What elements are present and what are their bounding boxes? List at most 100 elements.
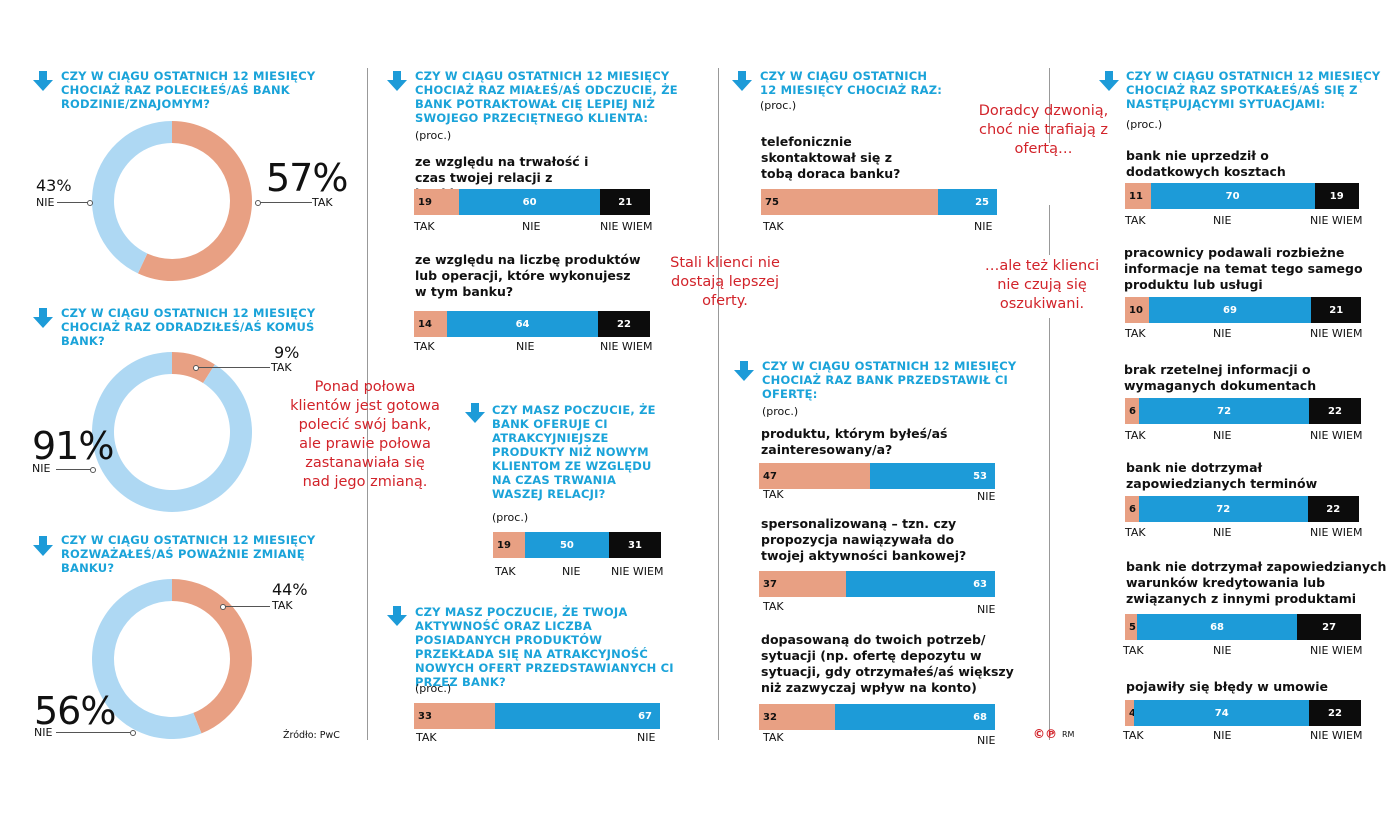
- axis-nie: NIE: [522, 220, 541, 233]
- bar-segment-nie: 72: [1139, 398, 1310, 424]
- annotation-4: …ale też klienci nie czują się oszukiwan…: [984, 258, 1100, 312]
- axis-tak: TAK: [416, 731, 437, 744]
- bar-q5-1: 75 25: [761, 189, 997, 215]
- bar-segment-nw: 19: [1314, 183, 1359, 209]
- arrow-down-icon: [33, 536, 53, 556]
- axis-nie: NIE: [1213, 327, 1232, 340]
- column-divider: [1049, 205, 1050, 255]
- leader-line: [56, 732, 132, 733]
- axis-nie: NIE: [1213, 429, 1232, 442]
- axis-tak: TAK: [763, 600, 784, 613]
- column-divider: [1049, 318, 1050, 740]
- leader-dot: [90, 467, 96, 473]
- donut-slice-tak: [137, 121, 252, 281]
- leader-dot: [220, 604, 226, 610]
- donut2-slices: [92, 352, 252, 512]
- donut3-tak-pct: 44%: [272, 580, 308, 599]
- bar-segment-nie: 25: [938, 189, 997, 215]
- q7-item2-label: pracownicy podawali rozbieżne informacje…: [1124, 245, 1363, 292]
- axis-tak: TAK: [1123, 644, 1144, 657]
- q7-item6-label: pojawiły się błędy w umowie: [1126, 679, 1329, 694]
- bar-q2-1: 19 60 21: [414, 189, 650, 215]
- donut2-nie-label: NIE: [32, 462, 51, 475]
- leader-dot: [130, 730, 136, 736]
- q7-item3-label: brak rzetelnej informacji o wymaganych d…: [1124, 362, 1317, 393]
- donut3-title: CZY W CIĄGU OSTATNICH 12 MIESIĘCY ROZWAŻ…: [61, 533, 316, 575]
- axis-nie-wiem: NIE WIEM: [611, 565, 664, 578]
- axis-tak: TAK: [1123, 729, 1144, 742]
- q2-proc: (proc.): [415, 129, 452, 142]
- arrow-down-icon: [732, 71, 752, 91]
- q6-item3-label: dopasowaną do twoich potrzeb/ sytuacji (…: [761, 632, 1014, 695]
- axis-nie-wiem: NIE WIEM: [1310, 327, 1363, 340]
- bar-segment-nie: 50: [524, 532, 609, 558]
- annotation-1: Ponad połowa klientów jest gotowa poleci…: [290, 379, 440, 490]
- bar-segment-nw: 22: [598, 311, 650, 337]
- donut3-tak-label: TAK: [272, 599, 293, 612]
- axis-nie: NIE: [1213, 644, 1232, 657]
- bar-q7-5: 5 68 27: [1125, 614, 1361, 640]
- bar-segment-tak: 6: [1125, 496, 1140, 522]
- donut-chart-3: [92, 579, 252, 739]
- q6-proc: (proc.): [762, 405, 799, 418]
- source-note: Źródło: PwC: [283, 730, 340, 741]
- axis-nie: NIE: [977, 603, 996, 616]
- annotation-3: Doradcy dzwonią, choć nie trafiają z ofe…: [978, 103, 1109, 157]
- q7-proc: (proc.): [1126, 118, 1163, 131]
- donut3-slices: [92, 579, 252, 739]
- axis-nie: NIE: [977, 490, 996, 503]
- donut-slice-nie: [92, 121, 172, 274]
- bar-segment-nie: 60: [458, 189, 601, 215]
- q5-title: CZY W CIĄGU OSTATNICH 12 MIESIĘCY CHOCIA…: [760, 69, 943, 97]
- axis-nie-wiem: NIE WIEM: [600, 340, 653, 353]
- axis-nie: NIE: [1213, 214, 1232, 227]
- q2-item2-label: ze względu na liczbę produktów lub opera…: [415, 252, 641, 299]
- axis-tak: TAK: [1125, 526, 1146, 539]
- axis-nie: NIE: [637, 731, 656, 744]
- donut-chart-2: [92, 352, 252, 512]
- axis-tak: TAK: [1125, 327, 1146, 340]
- leader-dot: [255, 200, 261, 206]
- bar-segment-nie: 69: [1148, 297, 1312, 323]
- bar-segment-tak: 32: [759, 704, 835, 730]
- arrow-down-icon: [33, 308, 53, 328]
- bar-segment-nie: 67: [495, 703, 660, 729]
- arrow-down-icon: [387, 71, 407, 91]
- bar-segment-tak: 6: [1125, 398, 1140, 424]
- axis-tak: TAK: [414, 220, 435, 233]
- column-divider: [1049, 68, 1050, 143]
- bar-segment-tak: 14: [414, 311, 448, 337]
- donut1-title: CZY W CIĄGU OSTATNICH 12 MIESIĘCY CHOCIA…: [61, 69, 316, 111]
- bar-segment-tak: 37: [759, 571, 847, 597]
- q7-item5-label: bank nie dotrzymał zapowiedzianych warun…: [1126, 559, 1387, 606]
- bar-segment-nie: 68: [834, 704, 995, 730]
- annotation-2: Stali klienci nie dostają lepszej oferty…: [670, 255, 780, 309]
- arrow-down-icon: [387, 606, 407, 626]
- axis-tak: TAK: [763, 488, 784, 501]
- axis-tak: TAK: [414, 340, 435, 353]
- leader-line: [57, 202, 89, 203]
- donut1-nie-pct: 43%: [36, 176, 72, 195]
- arrow-down-icon: [1099, 71, 1119, 91]
- donut-slice-nie: [92, 579, 202, 739]
- leader-dot: [87, 200, 93, 206]
- axis-tak: TAK: [763, 220, 784, 233]
- bar-segment-nw: 27: [1297, 614, 1361, 640]
- q6-item1-label: produktu, którym byłeś/aś zainteresowany…: [761, 426, 948, 457]
- donut-chart-1: [92, 121, 252, 281]
- bar-q7-6: 4 74 22: [1125, 700, 1361, 726]
- column-divider: [718, 68, 719, 740]
- axis-nie: NIE: [1213, 729, 1232, 742]
- bar-segment-tak: 47: [759, 463, 870, 489]
- leader-line: [260, 202, 312, 203]
- donut2-tak-pct: 9%: [274, 343, 300, 362]
- leader-line: [198, 367, 270, 368]
- q6-item2-label: spersonalizowaną – tzn. czy propozycja n…: [761, 516, 967, 563]
- arrow-down-icon: [734, 361, 754, 381]
- axis-nie-wiem: NIE WIEM: [1310, 644, 1363, 657]
- bar-segment-nw: 22: [1309, 700, 1361, 726]
- donut-slice-tak: [172, 579, 252, 734]
- q3-proc: (proc.): [492, 511, 529, 524]
- bar-q6-1: 47 53: [759, 463, 995, 489]
- leader-line: [224, 606, 270, 607]
